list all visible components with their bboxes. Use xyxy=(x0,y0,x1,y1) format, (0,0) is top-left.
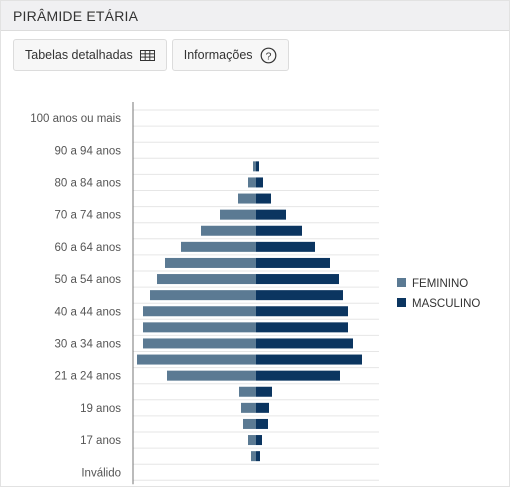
table-icon xyxy=(139,49,155,61)
info-button[interactable]: Informações ? xyxy=(171,39,289,71)
bar-masculino[interactable] xyxy=(256,386,272,397)
bar-feminino[interactable] xyxy=(201,225,256,236)
bar-feminino[interactable] xyxy=(239,386,256,397)
bar-feminino[interactable] xyxy=(157,274,256,285)
bar-masculino[interactable] xyxy=(256,370,340,381)
bar-masculino[interactable] xyxy=(256,225,302,236)
toolbar: Tabelas detalhadas Informações ? xyxy=(13,39,289,71)
svg-text:?: ? xyxy=(265,50,271,62)
bar-feminino[interactable] xyxy=(150,290,256,301)
bar-feminino[interactable] xyxy=(248,177,256,188)
y-tick-label: 40 a 44 anos xyxy=(54,306,121,318)
y-tick-label: 30 a 34 anos xyxy=(54,338,121,350)
bar-feminino[interactable] xyxy=(137,354,256,365)
bar-feminino[interactable] xyxy=(143,306,256,317)
panel-title: PIRÂMIDE ETÁRIA xyxy=(13,7,139,24)
legend-swatch xyxy=(397,278,406,287)
bar-feminino[interactable] xyxy=(167,370,256,381)
age-pyramid-chart: 100 anos ou mais 90 a 94 anos 80 a 84 anos… xyxy=(30,102,480,485)
panel-header: PIRÂMIDE ETÁRIA xyxy=(1,1,509,31)
bar-feminino[interactable] xyxy=(243,418,256,429)
bar-masculino[interactable] xyxy=(256,290,343,301)
bar-masculino[interactable] xyxy=(256,241,315,252)
bar-masculino[interactable] xyxy=(256,322,348,333)
info-label: Informações xyxy=(183,48,253,62)
y-tick-label: 50 a 54 anos xyxy=(54,274,121,286)
bar-feminino[interactable] xyxy=(241,402,256,413)
detailed-tables-label: Tabelas detalhadas xyxy=(25,48,133,62)
bar-masculino[interactable] xyxy=(256,257,330,268)
bar-masculino[interactable] xyxy=(256,274,339,285)
bar-masculino[interactable] xyxy=(256,161,259,172)
bar-feminino[interactable] xyxy=(165,257,256,268)
y-tick-label: 90 a 94 anos xyxy=(54,145,121,157)
bar-masculino[interactable] xyxy=(256,435,262,446)
bar-masculino[interactable] xyxy=(256,402,269,413)
bar-feminino[interactable] xyxy=(238,193,256,204)
y-tick-label: 70 a 74 anos xyxy=(54,210,121,222)
bar-masculino[interactable] xyxy=(256,354,362,365)
y-tick-label: Inválido xyxy=(81,467,121,479)
bar-masculino[interactable] xyxy=(256,177,263,188)
question-circle-icon: ? xyxy=(260,47,277,64)
y-tick-label: 100 anos ou mais xyxy=(30,113,121,125)
bar-feminino[interactable] xyxy=(220,209,256,220)
y-tick-label: 19 anos xyxy=(80,403,121,415)
bar-masculino[interactable] xyxy=(256,306,348,317)
bar-feminino[interactable] xyxy=(248,435,256,446)
y-tick-label: 80 a 84 anos xyxy=(54,177,121,189)
bar-masculino[interactable] xyxy=(256,418,268,429)
bar-feminino[interactable] xyxy=(253,161,256,172)
bar-feminino[interactable] xyxy=(143,322,256,333)
legend-swatch xyxy=(397,298,406,307)
bar-masculino[interactable] xyxy=(256,451,260,462)
y-tick-label: 17 anos xyxy=(80,435,121,447)
y-tick-label: 21 a 24 anos xyxy=(54,371,121,383)
detailed-tables-button[interactable]: Tabelas detalhadas xyxy=(13,39,167,71)
bar-feminino[interactable] xyxy=(143,338,256,349)
legend-label[interactable]: MASCULINO xyxy=(412,298,480,310)
bar-feminino[interactable] xyxy=(181,241,256,252)
bar-masculino[interactable] xyxy=(256,338,353,349)
legend-label[interactable]: FEMININO xyxy=(412,278,468,290)
y-tick-label: 60 a 64 anos xyxy=(54,242,121,254)
bar-feminino[interactable] xyxy=(251,451,256,462)
bar-masculino[interactable] xyxy=(256,193,271,204)
bar-masculino[interactable] xyxy=(256,209,286,220)
